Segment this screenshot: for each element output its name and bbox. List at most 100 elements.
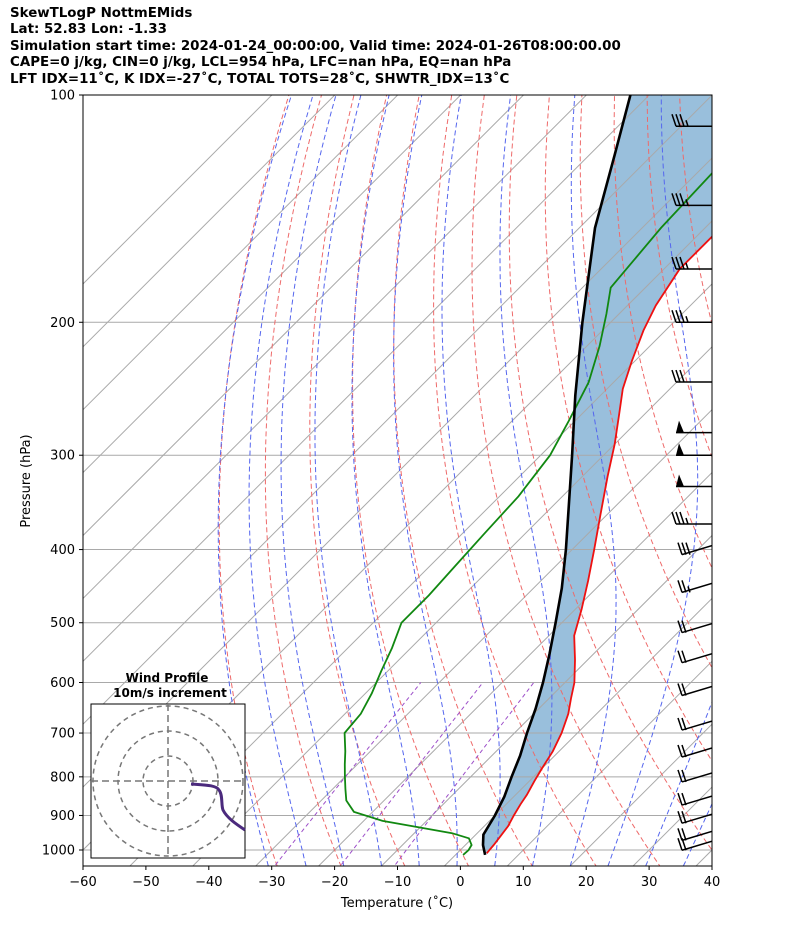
moist-adiabat <box>217 95 293 866</box>
wind-barb-half-flag <box>687 586 691 593</box>
mixing-ratio-line <box>273 682 422 866</box>
wind-barb-flag <box>679 310 685 323</box>
wind-barb-flag <box>671 256 677 270</box>
y-tick-label: 300 <box>50 449 75 464</box>
wind-barb-pennant <box>676 474 684 487</box>
dry-adiabat <box>352 95 470 866</box>
wind-barb-flag <box>679 193 685 206</box>
chart-header: SkewTLogP NottmEMids Lat: 52.83 Lon: -1.… <box>10 6 780 88</box>
x-tick-label: −40 <box>195 875 222 890</box>
wind-profile-inset: Wind Profile 10m/s increment <box>90 671 246 859</box>
wind-barb <box>671 114 712 128</box>
wind-barb-flag <box>685 542 691 555</box>
wind-barb-flag <box>677 542 683 555</box>
wind-barb-flag <box>681 717 687 731</box>
dry-adiabat <box>433 95 597 866</box>
dry-adiabat <box>579 95 712 669</box>
wind-barb-shaft <box>681 830 712 842</box>
x-axis-ticks: −60 −50 −40 −30 −20 −10 0 10 20 30 40 <box>69 866 720 890</box>
moist-adiabat <box>393 95 458 866</box>
wind-barb-flag <box>671 511 677 525</box>
y-tick-label: 700 <box>50 727 75 742</box>
x-tick-label: −20 <box>321 875 348 890</box>
wind-barb <box>677 542 712 556</box>
wind-barb <box>671 511 712 525</box>
wind-barb-half-flag <box>685 316 689 323</box>
wind-barb-flag <box>677 792 683 806</box>
wind-profile-subtitle: 10m/s increment <box>113 686 227 700</box>
dry-adiabat <box>774 61 794 882</box>
dry-adiabat <box>711 95 712 100</box>
wind-barb-flag <box>671 310 677 323</box>
wind-barb-shaft <box>681 652 712 664</box>
isotherm-line <box>83 95 399 411</box>
wind-barb-flag <box>675 114 681 127</box>
cape-cin-fill <box>483 95 712 855</box>
isotherm-line <box>83 95 462 474</box>
x-tick-label: −60 <box>69 875 96 890</box>
wind-barb-half-flag <box>685 120 689 127</box>
y-tick-label: 600 <box>50 676 75 691</box>
wind-barb-flag <box>675 256 681 270</box>
cape-text: CAPE=0 j/kg, CIN=0 j/kg, LCL=954 hPa, LF… <box>10 55 512 71</box>
wind-barb <box>671 193 712 207</box>
y-axis-ticks: 100 200 300 400 500 600 700 800 900 1000 <box>42 89 83 859</box>
wind-barb-shaft <box>681 582 712 594</box>
wind-barb <box>677 717 712 731</box>
isotherm-line <box>192 346 712 866</box>
isotherm-line <box>506 660 712 866</box>
wind-barb-flag <box>677 683 683 696</box>
wind-barb-flag <box>681 828 687 841</box>
moist-adiabat <box>280 95 345 866</box>
wind-barb-flag <box>677 744 683 758</box>
wind-barb-shaft <box>681 795 712 806</box>
wind-barb-flag <box>677 769 683 783</box>
wind-barb-flag <box>677 810 683 824</box>
wind-profile-title: Wind Profile <box>126 671 209 685</box>
x-tick-label: 0 <box>456 875 464 890</box>
wind-barb-flag <box>681 769 687 783</box>
wind-barbs <box>671 114 712 851</box>
wind-barb-flag <box>681 650 687 663</box>
wind-barb-flag <box>677 828 683 841</box>
wind-barb-flag <box>679 369 685 383</box>
wind-barb-flag <box>675 193 681 206</box>
y-tick-label: 800 <box>50 770 75 785</box>
x-tick-label: 30 <box>641 875 658 890</box>
y-tick-label: 500 <box>50 616 75 631</box>
wind-barb <box>677 792 712 806</box>
dry-adiabats <box>218 61 794 882</box>
isotherm-line <box>443 597 712 866</box>
dry-adiabat <box>544 95 712 762</box>
wind-barb-shaft <box>681 772 712 783</box>
x-tick-label: −10 <box>384 875 411 890</box>
isotherm-line <box>83 95 525 537</box>
wind-barb <box>676 443 712 456</box>
chart-title: SkewTLogP NottmEMids <box>10 6 193 21</box>
wind-barb <box>677 683 712 697</box>
wind-barb-shaft <box>681 720 712 731</box>
x-tick-label: 40 <box>704 875 721 890</box>
wind-barb-flag <box>675 511 681 525</box>
wind-barb-flag <box>681 620 687 633</box>
moist-adiabat <box>645 700 712 866</box>
mixing-ratio-line <box>393 682 535 866</box>
wind-barb-flag <box>681 683 687 696</box>
y-axis-label: Pressure (hPa) <box>19 434 34 527</box>
time-text: Simulation start time: 2024-01-24_00:00:… <box>10 38 621 54</box>
hodograph-line <box>190 782 246 832</box>
wind-barb-flag <box>675 310 681 323</box>
wind-barb <box>677 620 712 634</box>
moist-adiabat <box>682 802 712 866</box>
wind-barb-flag <box>681 792 687 806</box>
wind-barb-flag <box>671 193 677 206</box>
y-tick-label: 400 <box>50 543 75 558</box>
dry-adiabat <box>309 95 406 866</box>
wind-barb-shaft <box>681 840 712 851</box>
isotherm-line <box>254 408 712 866</box>
isotherm-line <box>380 534 712 866</box>
wind-barb-pennant <box>676 443 684 456</box>
wind-barb <box>676 474 712 488</box>
moist-adiabat <box>721 78 794 866</box>
